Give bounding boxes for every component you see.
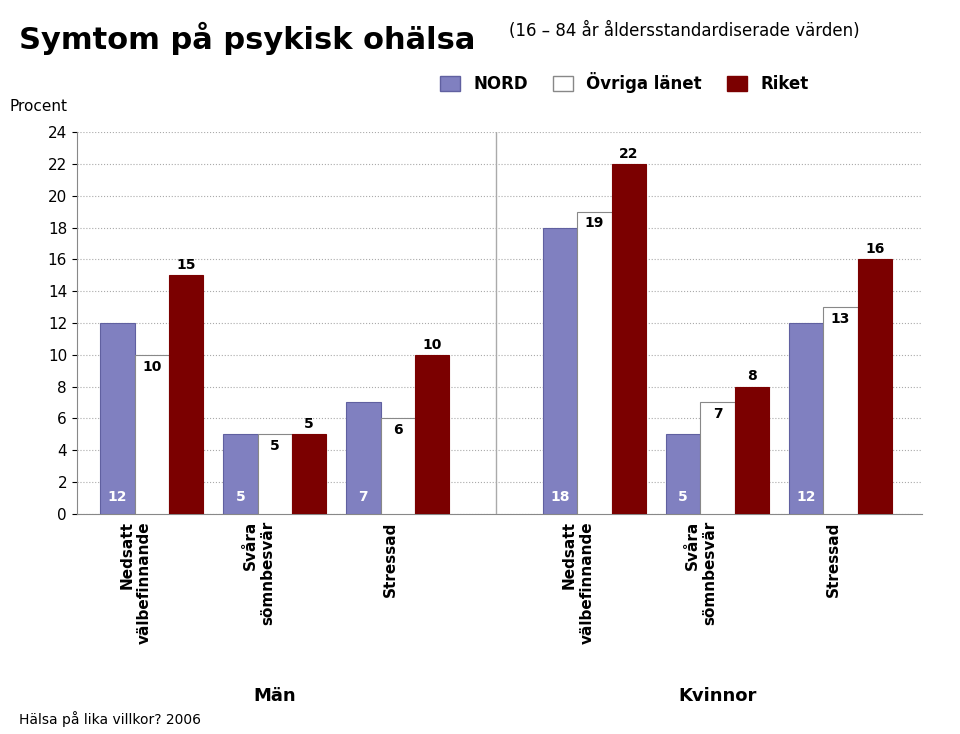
Text: 5: 5 bbox=[235, 490, 245, 504]
Text: Kvinnor: Kvinnor bbox=[679, 686, 756, 705]
Bar bbox=[612, 164, 646, 514]
Text: 7: 7 bbox=[712, 407, 722, 421]
Text: 19: 19 bbox=[585, 217, 604, 230]
Text: Svåra
sömnbesvär: Svåra sömnbesvär bbox=[242, 521, 275, 625]
Bar bbox=[734, 387, 769, 514]
Text: 10: 10 bbox=[422, 338, 442, 352]
Bar bbox=[824, 307, 857, 514]
Bar bbox=[700, 402, 734, 514]
Text: 8: 8 bbox=[747, 369, 756, 383]
Bar bbox=[415, 355, 449, 514]
Bar bbox=[169, 275, 204, 514]
Bar bbox=[666, 435, 700, 514]
Text: Procent: Procent bbox=[10, 99, 67, 114]
Text: 12: 12 bbox=[796, 490, 816, 504]
Text: Stressad: Stressad bbox=[826, 521, 840, 597]
Bar bbox=[134, 355, 169, 514]
Text: 6: 6 bbox=[393, 423, 402, 437]
Text: Symtom på psykisk ohälsa: Symtom på psykisk ohälsa bbox=[19, 22, 475, 55]
Text: Hälsa på lika villkor? 2006: Hälsa på lika villkor? 2006 bbox=[19, 711, 202, 727]
Bar bbox=[223, 435, 257, 514]
Bar bbox=[100, 323, 134, 514]
Text: 10: 10 bbox=[142, 360, 161, 374]
Text: 5: 5 bbox=[678, 490, 688, 504]
Text: 7: 7 bbox=[358, 490, 368, 504]
Text: (16 – 84 år åldersstandardiserade värden): (16 – 84 år åldersstandardiserade värden… bbox=[509, 22, 859, 40]
Text: 18: 18 bbox=[550, 490, 570, 504]
Legend: NORD, Övriga länet, Riket: NORD, Övriga länet, Riket bbox=[440, 72, 808, 92]
Text: Nedsatt
välbefinnande: Nedsatt välbefinnande bbox=[563, 521, 594, 644]
Text: 5: 5 bbox=[270, 439, 279, 453]
Text: 22: 22 bbox=[619, 147, 638, 161]
Bar bbox=[577, 211, 612, 514]
Text: 16: 16 bbox=[865, 242, 884, 256]
Text: 12: 12 bbox=[108, 490, 127, 504]
Bar bbox=[347, 402, 380, 514]
Text: 15: 15 bbox=[177, 258, 196, 272]
Bar bbox=[380, 418, 415, 514]
Bar bbox=[542, 228, 577, 514]
Text: 13: 13 bbox=[830, 312, 851, 326]
Bar bbox=[789, 323, 824, 514]
Bar bbox=[292, 435, 326, 514]
Text: Män: Män bbox=[253, 686, 296, 705]
Text: 5: 5 bbox=[304, 417, 314, 431]
Text: Nedsatt
välbefinnande: Nedsatt välbefinnande bbox=[119, 521, 152, 644]
Text: Stressad: Stressad bbox=[383, 521, 397, 597]
Text: Svåra
sömnbesvär: Svåra sömnbesvär bbox=[685, 521, 717, 625]
Bar bbox=[857, 259, 892, 514]
Bar bbox=[257, 435, 292, 514]
